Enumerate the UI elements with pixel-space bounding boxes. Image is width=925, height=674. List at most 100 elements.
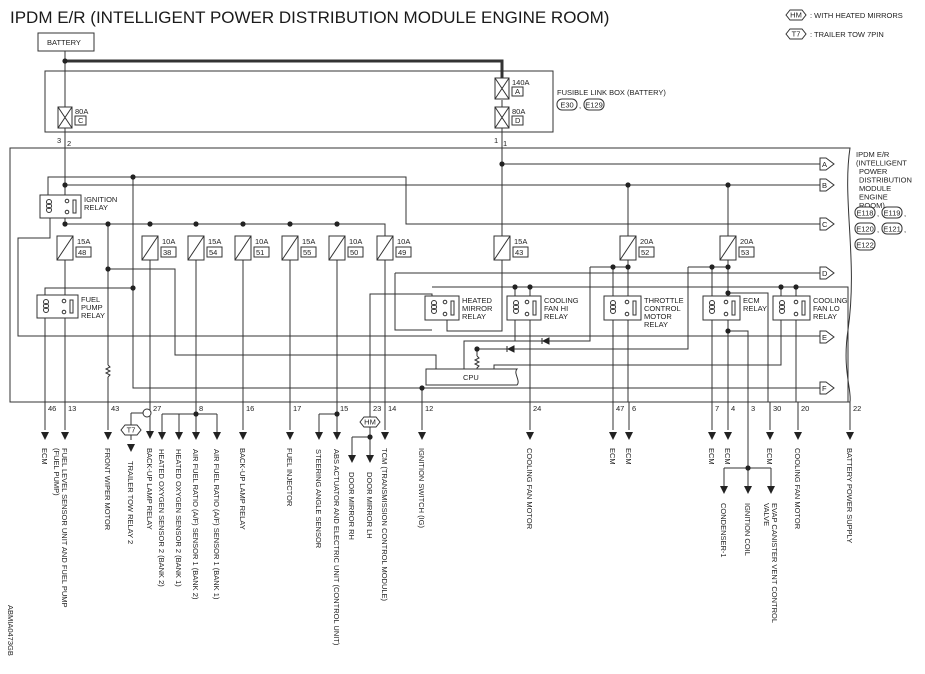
connector-icon <box>556 98 578 111</box>
output-label: FUEL LEVEL SENSOR UNIT AND FUEL PUMP <box>60 448 69 608</box>
output-pin-number: 3 <box>751 404 755 413</box>
relay-label: CONTROL <box>644 304 681 313</box>
fuse-element <box>328 235 346 261</box>
cpu-box <box>425 368 519 386</box>
output-pin-number: 27 <box>153 404 161 413</box>
splice-dot <box>499 161 505 167</box>
arrow-icon <box>609 432 617 440</box>
relay-label: RELAY <box>743 304 767 313</box>
fuse-number: 53 <box>741 248 749 257</box>
fuse-number: 51 <box>256 248 264 257</box>
output-label: BATTERY POWER SUPPLY <box>845 448 854 543</box>
wire <box>108 268 437 369</box>
arrow-icon <box>526 432 534 440</box>
arrow-icon <box>766 432 774 440</box>
arrow-icon <box>724 432 732 440</box>
output-label: ECM <box>624 448 633 465</box>
relay-label: IGNITION <box>84 195 117 204</box>
wire <box>47 176 820 225</box>
output-pin-number: 20 <box>801 404 809 413</box>
fuse-element <box>234 235 252 261</box>
battery-box <box>37 32 95 52</box>
fuse-number-box <box>160 246 177 258</box>
relay-label: ECM <box>743 296 760 305</box>
relay-coil-icon <box>513 300 519 306</box>
legend: HM: WITH HEATED MIRRORS T7: TRAILER TOW 7… <box>785 9 903 40</box>
splice-dot <box>419 385 425 391</box>
fuse-number: 38 <box>163 248 171 257</box>
fuse-rating: 10A <box>162 237 175 246</box>
output-label: FRONT WIPER MOTOR <box>103 448 112 531</box>
relay-label: MOTOR <box>644 312 672 321</box>
fuse-rating: 15A <box>208 237 221 246</box>
output-label: ECM <box>765 448 774 465</box>
fusible-link-label: FUSIBLE LINK BOX (BATTERY) <box>557 88 666 97</box>
fusible-link-id: A <box>515 87 520 96</box>
wire <box>132 177 820 389</box>
fuse-element <box>619 235 637 261</box>
output-pin-number: 4 <box>731 404 735 413</box>
splice-dot <box>709 264 715 270</box>
arrow-icon <box>708 432 716 440</box>
relay-label: MIRROR <box>462 304 493 313</box>
relay-label: RELAY <box>462 312 486 321</box>
output-pin-number: 23 <box>373 404 381 413</box>
relay-label: RELAY <box>544 312 568 321</box>
wire <box>17 218 820 337</box>
arrow-icon <box>286 432 294 440</box>
fusible-link-cross <box>57 106 73 129</box>
output-label: HEATED OXYGEN SENSOR 2 (BANK 1) <box>174 449 183 587</box>
relay-switch-icon <box>632 300 637 316</box>
relay-switch-icon <box>731 300 736 316</box>
bus-letter: C <box>822 220 828 229</box>
cpu-label: CPU <box>463 373 479 382</box>
arrow-icon <box>720 486 728 494</box>
relay-label: COOLING <box>544 296 579 305</box>
relay-label: COOLING <box>813 296 848 305</box>
output-label: ABS ACTUATOR AND ELECTRIC UNIT (CONTROL … <box>332 449 341 646</box>
relay-coil-icon <box>709 300 715 306</box>
output-pin-number: 6 <box>632 404 636 413</box>
fuse-number-box <box>347 246 364 258</box>
wire <box>64 218 386 236</box>
fusible-link-pin: 3 <box>57 136 61 145</box>
fusible-link-rating: 80A <box>75 107 88 116</box>
arrow-icon <box>239 432 247 440</box>
relay-label: RELAY <box>84 203 108 212</box>
fusible-link-rating: 80A <box>512 107 525 116</box>
output-pin-number: 7 <box>715 404 719 413</box>
wire <box>493 287 782 369</box>
splice-dot <box>725 182 731 188</box>
output-label: HEATED OXYGEN SENSOR 2 (BANK 2) <box>157 449 166 587</box>
fuse-number: 49 <box>398 248 406 257</box>
splice-dot <box>625 182 631 188</box>
connector-icon <box>881 222 903 235</box>
output-label: ECM <box>40 448 49 465</box>
ipdm-label-line: MODULE <box>859 184 891 193</box>
output-label: IGNITION COIL <box>743 503 752 556</box>
fusible-link-id-box <box>511 86 524 97</box>
output-label: VALVE <box>762 503 771 526</box>
fusible-link-pin: 1 <box>503 139 507 148</box>
wire <box>432 286 849 402</box>
relay-coil-icon <box>709 308 715 314</box>
bus-letter: F <box>822 384 827 393</box>
relay-coil-icon <box>779 300 785 306</box>
relay-contact-icon <box>64 198 70 204</box>
arrow-icon <box>61 432 69 440</box>
connector-icon <box>583 98 605 111</box>
output-label: ECM <box>608 448 617 465</box>
arrow-icon <box>213 432 221 440</box>
fuse-rating: 15A <box>77 237 90 246</box>
relay-coil-icon <box>779 304 785 310</box>
relay-label: FUEL <box>81 295 100 304</box>
output-label: AIR FUEL RATIO (A/F) SENSOR 1 (BANK 2) <box>191 449 200 600</box>
relay-coil-icon <box>43 299 49 305</box>
ipdm-label-line: POWER <box>859 167 888 176</box>
fuse-rating: 15A <box>514 237 527 246</box>
relay-box <box>424 295 460 321</box>
relay-coil-icon <box>779 308 785 314</box>
